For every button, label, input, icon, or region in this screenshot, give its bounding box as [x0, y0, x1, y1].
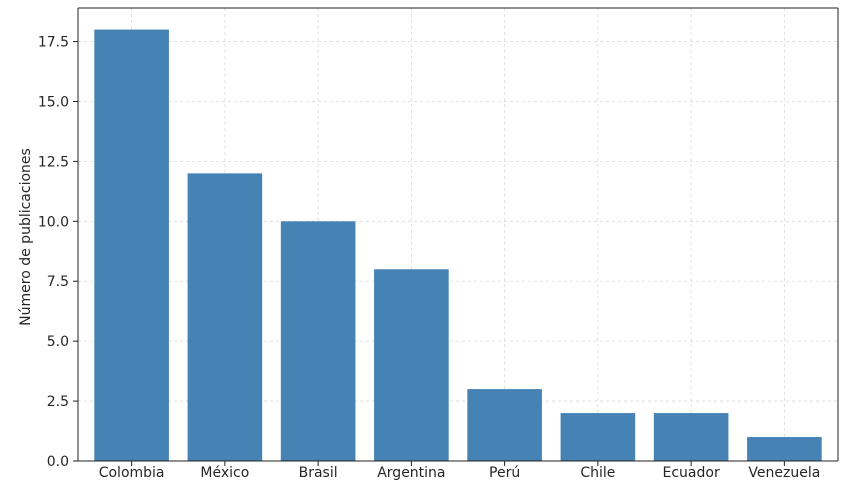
y-tick-label: 0.0	[47, 454, 69, 470]
y-tick-label: 17.5	[38, 35, 69, 51]
y-tick-label: 7.5	[47, 274, 69, 290]
bar-argentina	[374, 269, 449, 461]
y-axis-title: Número de publicaciones	[18, 148, 34, 326]
y-tick-label: 15.0	[38, 94, 69, 110]
bar-brasil	[280, 221, 356, 461]
bar-venezuela	[747, 437, 822, 461]
x-tick-label: Perú	[489, 465, 520, 481]
bar-perú	[467, 389, 542, 461]
x-tick-label: Venezuela	[748, 465, 820, 481]
bar-colombia	[94, 29, 169, 461]
y-tick-label: 5.0	[47, 334, 69, 350]
y-tick-label: 2.5	[47, 394, 69, 410]
bars-layer	[94, 29, 822, 461]
x-tick-label: Argentina	[377, 465, 445, 481]
x-tick-label: Chile	[580, 465, 615, 481]
y-tick-label: 12.5	[38, 154, 69, 170]
y-tick-label: 10.0	[38, 214, 69, 230]
labels-layer: 0.0 2.5 5.0 7.5 10.0 12.5 15.0 17.5 Colombia Méxi…	[38, 35, 821, 481]
x-tick-label: Ecuador	[663, 465, 720, 481]
x-tick-label: Colombia	[99, 465, 165, 481]
axes-layer	[73, 7, 839, 466]
bar-méxico	[187, 173, 263, 461]
bar-chile	[560, 413, 636, 461]
bar-ecuador	[653, 413, 729, 461]
x-tick-label: México	[200, 465, 249, 481]
x-tick-label: Brasil	[299, 465, 338, 481]
